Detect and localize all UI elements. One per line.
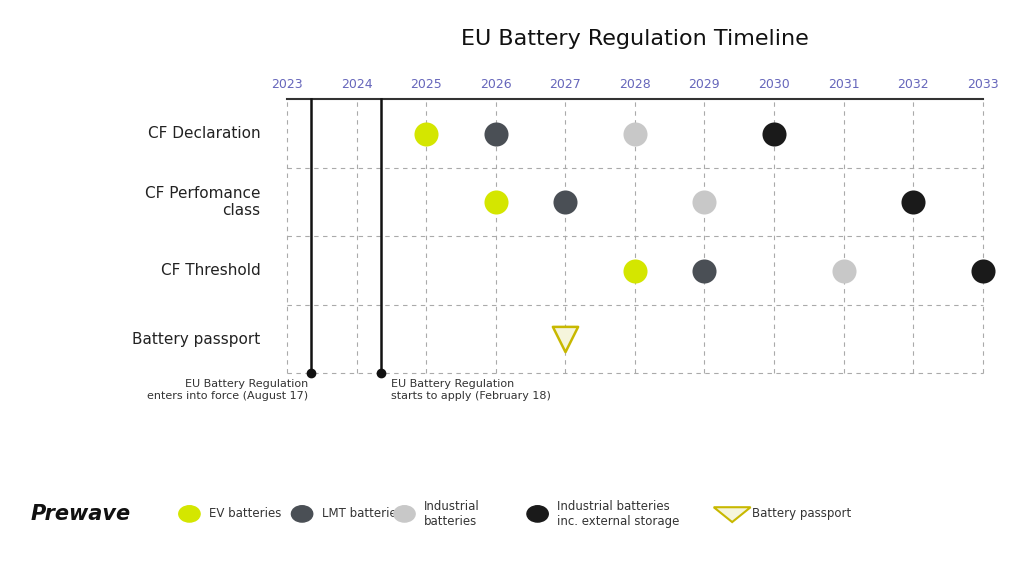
Text: Battery passport: Battery passport	[752, 508, 851, 520]
Text: 2024: 2024	[341, 78, 373, 91]
Point	[905, 198, 922, 207]
Text: EU Battery Regulation Timeline: EU Battery Regulation Timeline	[461, 29, 809, 49]
Text: 2025: 2025	[411, 78, 442, 91]
Text: CF Declaration: CF Declaration	[148, 126, 261, 141]
Text: 2026: 2026	[480, 78, 512, 91]
Text: 2030: 2030	[758, 78, 790, 91]
Text: EU Battery Regulation
enters into force (August 17): EU Battery Regulation enters into force …	[146, 379, 308, 400]
Text: Battery passport: Battery passport	[132, 332, 261, 347]
Text: 2032: 2032	[897, 78, 929, 91]
Point	[696, 266, 713, 275]
Point	[418, 129, 434, 138]
Text: 2027: 2027	[550, 78, 582, 91]
Text: Industrial batteries
inc. external storage: Industrial batteries inc. external stora…	[557, 500, 680, 528]
Point	[975, 266, 991, 275]
Point	[487, 198, 504, 207]
Text: 2028: 2028	[618, 78, 651, 91]
Point	[766, 129, 782, 138]
Text: EV batteries: EV batteries	[209, 508, 282, 520]
Text: Industrial
batteries: Industrial batteries	[424, 500, 479, 528]
Text: CF Threshold: CF Threshold	[161, 263, 261, 278]
Text: 2029: 2029	[688, 78, 720, 91]
Point	[557, 335, 573, 344]
Point	[836, 266, 852, 275]
Point	[627, 129, 643, 138]
Text: EU Battery Regulation
starts to apply (February 18): EU Battery Regulation starts to apply (F…	[391, 379, 551, 400]
Point	[696, 198, 713, 207]
Text: 2031: 2031	[827, 78, 859, 91]
Text: 2023: 2023	[271, 78, 303, 91]
Text: Prewave: Prewave	[31, 504, 131, 524]
Text: CF Perfomance
class: CF Perfomance class	[145, 186, 261, 218]
Point	[627, 266, 643, 275]
Point	[487, 129, 504, 138]
Point	[557, 198, 573, 207]
Text: LMT batteries: LMT batteries	[322, 508, 402, 520]
Text: 2033: 2033	[967, 78, 998, 91]
